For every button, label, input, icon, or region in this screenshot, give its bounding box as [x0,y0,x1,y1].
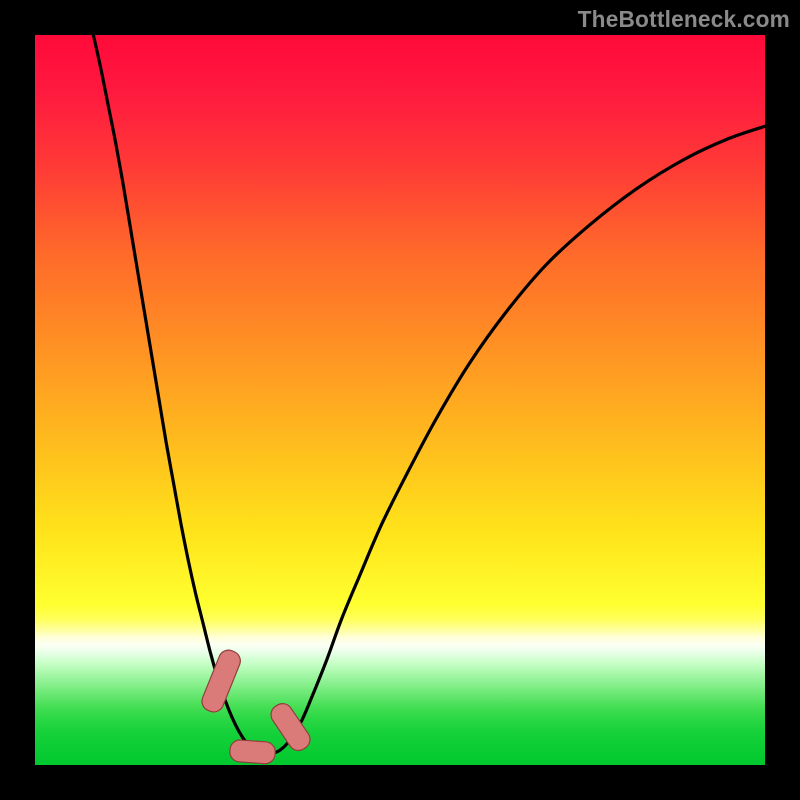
curve-marker-1 [229,739,276,764]
plot-area [35,35,765,765]
v-curve [93,35,765,755]
marker-group [199,647,314,764]
curve-marker-0 [199,647,243,715]
curve-layer [35,35,765,765]
chart-frame: TheBottleneck.com [0,0,800,800]
watermark-text: TheBottleneck.com [578,6,790,33]
